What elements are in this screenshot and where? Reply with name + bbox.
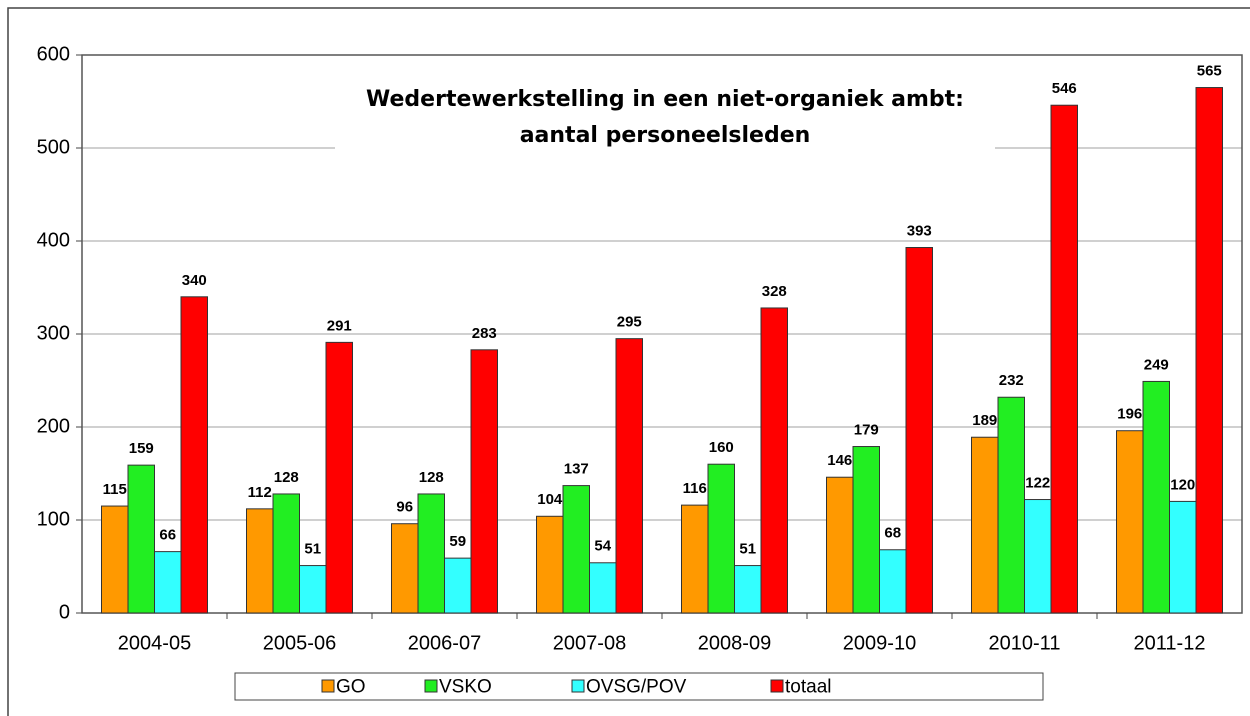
y-tick-label: 600 xyxy=(37,43,70,65)
x-tick-label: 2008-09 xyxy=(698,632,771,654)
x-tick-label: 2009-10 xyxy=(843,632,916,654)
chart-title: Wedertewerkstelling in een niet-organiek… xyxy=(366,87,964,112)
data-label: 59 xyxy=(449,533,466,550)
bar xyxy=(760,307,788,614)
bar xyxy=(470,349,498,614)
y-tick-label: 100 xyxy=(37,508,70,530)
bar xyxy=(562,485,590,614)
data-label: 54 xyxy=(594,538,611,555)
data-label: 179 xyxy=(854,421,879,438)
legend-box xyxy=(234,672,1044,701)
x-tick-label: 2007-08 xyxy=(553,632,626,654)
bar xyxy=(325,341,353,614)
bar xyxy=(154,551,182,614)
bar xyxy=(852,446,880,614)
legend-label: totaal xyxy=(785,677,831,698)
data-label: 137 xyxy=(564,461,589,478)
bar xyxy=(681,504,709,614)
data-label: 393 xyxy=(907,222,932,239)
data-label: 295 xyxy=(617,314,642,331)
x-tick-label: 2006-07 xyxy=(408,632,481,654)
legend-swatch xyxy=(424,679,438,693)
data-label: 116 xyxy=(683,480,707,497)
data-label: 283 xyxy=(472,325,497,342)
data-label: 66 xyxy=(159,527,176,544)
data-label: 249 xyxy=(1144,356,1169,373)
y-tick-label: 300 xyxy=(37,322,70,344)
chart-title: aantal personeelsleden xyxy=(520,123,811,148)
bar xyxy=(879,549,907,614)
data-label: 120 xyxy=(1170,476,1195,493)
data-label: 328 xyxy=(762,283,787,300)
bar xyxy=(417,493,445,614)
data-label: 128 xyxy=(419,469,444,486)
bar xyxy=(826,476,854,614)
data-label: 68 xyxy=(884,525,901,542)
bar xyxy=(127,464,155,614)
legend-swatch xyxy=(571,679,585,693)
data-label: 112 xyxy=(248,484,272,501)
data-label: 122 xyxy=(1025,475,1050,492)
data-label: 565 xyxy=(1197,63,1222,80)
legend-label: VSKO xyxy=(439,677,492,698)
legend-swatch xyxy=(770,679,784,693)
bar xyxy=(272,493,300,614)
data-label: 232 xyxy=(999,372,1024,389)
data-label: 159 xyxy=(129,440,154,457)
x-tick-label: 2005-06 xyxy=(263,632,336,654)
bar xyxy=(997,396,1025,614)
frame xyxy=(7,7,1250,716)
data-label: 51 xyxy=(739,541,756,558)
bar xyxy=(246,508,274,614)
bar xyxy=(299,565,327,614)
bar xyxy=(1195,87,1223,614)
bar xyxy=(1142,380,1170,614)
bar xyxy=(971,436,999,614)
legend-label: GO xyxy=(336,677,366,698)
bar xyxy=(1050,104,1078,614)
bar xyxy=(444,557,472,614)
y-tick-label: 400 xyxy=(37,229,70,251)
bar xyxy=(1116,430,1144,614)
data-label: 96 xyxy=(396,499,413,516)
bar xyxy=(180,296,208,614)
bar xyxy=(707,463,735,614)
data-label: 189 xyxy=(972,412,997,429)
bar xyxy=(391,523,419,614)
data-label: 51 xyxy=(304,541,321,558)
data-label: 146 xyxy=(827,452,852,469)
bar xyxy=(615,338,643,614)
data-label: 160 xyxy=(709,439,734,456)
x-tick-label: 2011-12 xyxy=(1134,632,1206,654)
bar xyxy=(905,247,933,614)
data-label: 196 xyxy=(1117,406,1142,423)
x-tick-label: 2010-11 xyxy=(989,632,1061,654)
bar xyxy=(1024,499,1052,614)
x-tick-label: 2004-05 xyxy=(118,632,191,654)
bar xyxy=(536,515,564,614)
bar xyxy=(1169,500,1197,614)
bar xyxy=(734,565,762,614)
y-tick-label: 200 xyxy=(37,415,70,437)
title-background xyxy=(335,80,995,160)
y-tick-label: 0 xyxy=(59,601,70,623)
data-label: 128 xyxy=(274,469,299,486)
data-label: 546 xyxy=(1052,80,1077,97)
legend-swatch xyxy=(321,679,335,693)
data-label: 291 xyxy=(327,317,352,334)
data-label: 104 xyxy=(537,491,563,508)
data-label: 115 xyxy=(103,481,127,498)
data-label: 340 xyxy=(182,272,207,289)
bar xyxy=(101,505,129,614)
y-tick-label: 500 xyxy=(37,136,70,158)
legend-label: OVSG/POV xyxy=(586,677,687,698)
bar xyxy=(589,562,617,614)
